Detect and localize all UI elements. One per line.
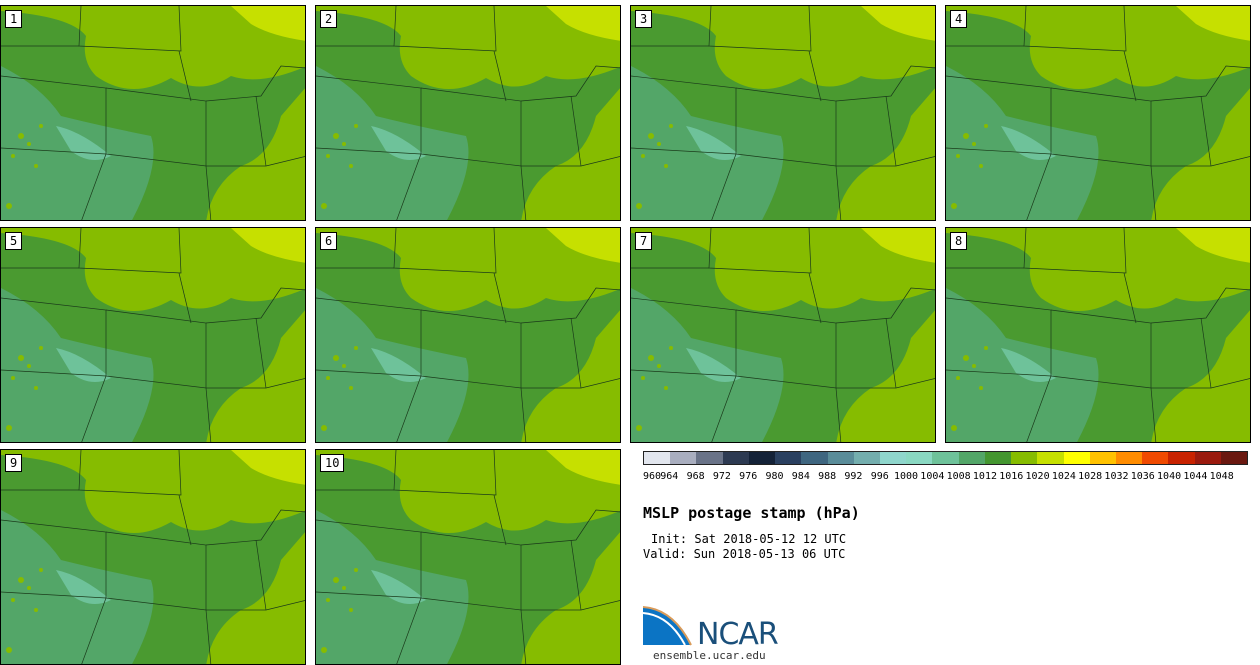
valid-time: Valid: Sun 2018-05-13 06 UTC	[643, 547, 846, 561]
colorbar-swatch	[801, 452, 828, 464]
member-label: 8	[950, 232, 968, 250]
colorbar-tick-label: 980	[765, 471, 784, 482]
colorbar-swatch	[1089, 452, 1116, 464]
member-label: 4	[950, 10, 968, 28]
colorbar-tick-label: 976	[739, 471, 758, 482]
colorbar-tick-label: 1024	[1051, 471, 1076, 482]
colorbar-tick-label: 1048	[1209, 471, 1234, 482]
colorbar-swatch	[1142, 452, 1169, 464]
colorbar-tick-label: 968	[686, 471, 705, 482]
colorbar-tick-label: 1040	[1157, 471, 1182, 482]
colorbar-swatch	[827, 452, 854, 464]
colorbar-swatch	[775, 452, 802, 464]
colorbar-swatch	[932, 452, 959, 464]
colorbar-swatch	[958, 452, 985, 464]
init-time: Init: Sat 2018-05-12 12 UTC	[651, 532, 847, 546]
colorbar-swatch	[696, 452, 723, 464]
ensemble-member-panel: 4	[945, 5, 1251, 221]
member-label: 10	[320, 454, 345, 472]
colorbar-ticks: 960 964 968 972 976 980 984 988 992 996 1000 1004 10…	[643, 471, 1248, 485]
ensemble-member-panel: 8	[945, 227, 1251, 443]
colorbar-tick-label: 984	[791, 471, 810, 482]
ensemble-member-panel: 2	[315, 5, 621, 221]
colorbar-tick-label: 1044	[1183, 471, 1208, 482]
ensemble-member-panel: 5	[0, 227, 306, 443]
ensemble-member-panel: 7	[630, 227, 936, 443]
colorbar-tick-label: 960	[643, 471, 662, 482]
colorbar-tick-label: 1032	[1104, 471, 1129, 482]
ensemble-member-panel: 1	[0, 5, 306, 221]
member-label: 3	[635, 10, 653, 28]
chart-title: MSLP postage stamp (hPa)	[643, 504, 860, 522]
colorbar-swatch	[1168, 452, 1195, 464]
colorbar-swatch	[879, 452, 907, 464]
colorbar-tick-label: 1000	[893, 471, 919, 482]
colorbar-tick-label: 988	[818, 471, 837, 482]
colorbar-tick-label: 1004	[920, 471, 945, 482]
colorbar-tick-label: 996	[870, 471, 889, 482]
colorbar-tick-label: 972	[712, 471, 731, 482]
ensemble-member-panel: 9	[0, 449, 306, 665]
logo-url: ensemble.ucar.edu	[653, 649, 766, 662]
colorbar-swatch	[906, 452, 933, 464]
ensemble-member-panel: 10	[315, 449, 621, 665]
member-label: 2	[320, 10, 338, 28]
colorbar-swatch	[1063, 452, 1090, 464]
colorbar-swatch	[748, 452, 776, 464]
colorbar-swatch	[1011, 452, 1038, 464]
ensemble-member-panel: 6	[315, 227, 621, 443]
colorbar-tick-label: 1012	[972, 471, 997, 482]
member-label: 7	[635, 232, 653, 250]
member-label: 9	[5, 454, 23, 472]
colorbar-swatch	[1194, 452, 1221, 464]
logo-text: NCAR	[697, 617, 779, 652]
colorbar-swatch	[1220, 452, 1248, 464]
colorbar-swatch	[644, 452, 671, 464]
ensemble-member-panel: 3	[630, 5, 936, 221]
colorbar-tick-label: 964	[660, 471, 679, 482]
colorbar-swatch	[670, 452, 697, 464]
member-label: 5	[5, 232, 23, 250]
ncar-logo-icon	[643, 606, 692, 646]
colorbar-tick-label: 992	[844, 471, 863, 482]
colorbar-swatch	[984, 452, 1012, 464]
colorbar-tick-label: 1020	[1025, 471, 1050, 482]
colorbar-tick-label: 1008	[946, 471, 971, 482]
colorbar-swatch	[1115, 452, 1143, 464]
colorbar-tick-label: 1036	[1130, 471, 1155, 482]
colorbar-swatch	[722, 452, 749, 464]
colorbar-swatch	[1037, 452, 1064, 464]
colorbar	[643, 451, 1248, 465]
member-label: 6	[320, 232, 338, 250]
colorbar-tick-label: 1016	[999, 471, 1024, 482]
member-label: 1	[5, 10, 23, 28]
colorbar-swatch	[853, 452, 880, 464]
colorbar-tick-label: 1028	[1078, 471, 1103, 482]
